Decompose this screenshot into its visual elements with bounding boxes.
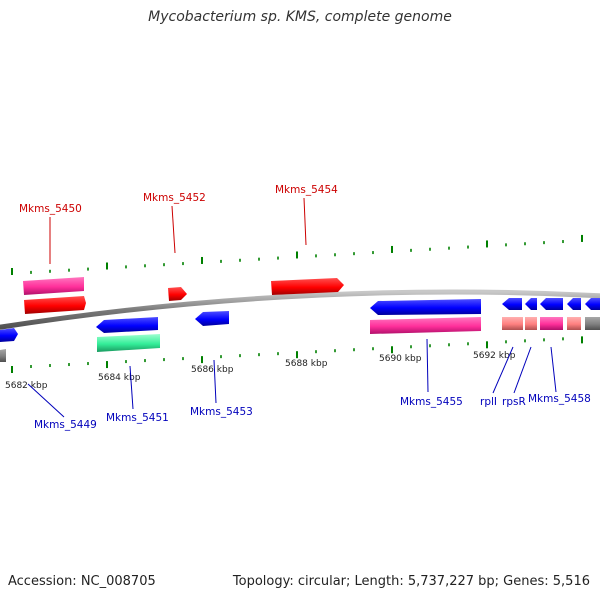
- gene-feature[interactable]: [0, 349, 6, 362]
- position-label: 5688 kbp: [285, 359, 328, 369]
- gene-feature[interactable]: [271, 278, 344, 295]
- gene-feature[interactable]: [0, 328, 18, 342]
- gene-feature[interactable]: [370, 317, 481, 334]
- gene-label[interactable]: Mkms_5452: [143, 192, 206, 204]
- gene-feature[interactable]: [502, 317, 523, 330]
- gene-label-leader: [513, 346, 532, 394]
- gene-feature[interactable]: [24, 296, 86, 314]
- gene-label[interactable]: Mkms_5454: [275, 184, 338, 196]
- gene-label-leader: [27, 383, 65, 418]
- gene-feature[interactable]: [168, 287, 187, 301]
- gene-label[interactable]: Mkms_5458: [528, 393, 591, 405]
- gene-feature[interactable]: [525, 317, 537, 330]
- gene-label[interactable]: Mkms_5455: [400, 396, 463, 408]
- gene-feature[interactable]: [567, 317, 581, 330]
- gene-feature[interactable]: [585, 298, 600, 310]
- gene-feature[interactable]: [540, 298, 563, 310]
- gene-label-leader: [492, 346, 514, 394]
- position-label: 5686 kbp: [191, 365, 234, 375]
- tick-marks-forward: [11, 234, 583, 275]
- gene-feature[interactable]: [23, 277, 84, 295]
- gene-label[interactable]: Mkms_5450: [19, 203, 82, 215]
- gene-feature[interactable]: [96, 317, 158, 333]
- gene-feature[interactable]: [195, 311, 229, 326]
- accession-text: Accession: NC_008705: [8, 574, 156, 589]
- tick-marks-reverse: [11, 336, 583, 373]
- gene-label-leader: [426, 338, 429, 393]
- gene-feature[interactable]: [525, 298, 537, 310]
- position-label: 5692 kbp: [473, 351, 516, 361]
- gene-label[interactable]: Mkms_5449: [34, 419, 97, 431]
- gene-label[interactable]: rplI: [480, 396, 497, 408]
- position-label: 5684 kbp: [98, 373, 141, 383]
- gene-feature[interactable]: [370, 299, 481, 315]
- gene-label-leader: [303, 197, 307, 246]
- gene-label[interactable]: Mkms_5453: [190, 406, 253, 418]
- gene-feature[interactable]: [97, 334, 160, 352]
- gene-label[interactable]: Mkms_5451: [106, 412, 169, 424]
- genome-backbone: [0, 289, 600, 330]
- gene-label-leader: [213, 359, 217, 404]
- gene-label-leader: [550, 346, 557, 393]
- gene-label-leader: [129, 365, 134, 410]
- gene-feature[interactable]: [540, 317, 563, 330]
- gene-label[interactable]: rpsR: [502, 396, 526, 408]
- map-title: Mycobacterium sp. KMS, complete genome: [148, 9, 452, 25]
- position-label: 5682 kbp: [5, 381, 48, 391]
- topology-summary: Topology: circular; Length: 5,737,227 bp…: [232, 574, 590, 589]
- position-label: 5690 kbp: [379, 354, 422, 364]
- gene-label-leader: [171, 205, 176, 254]
- gene-feature[interactable]: [502, 298, 522, 310]
- gene-feature[interactable]: [567, 298, 581, 310]
- gene-feature[interactable]: [585, 317, 600, 330]
